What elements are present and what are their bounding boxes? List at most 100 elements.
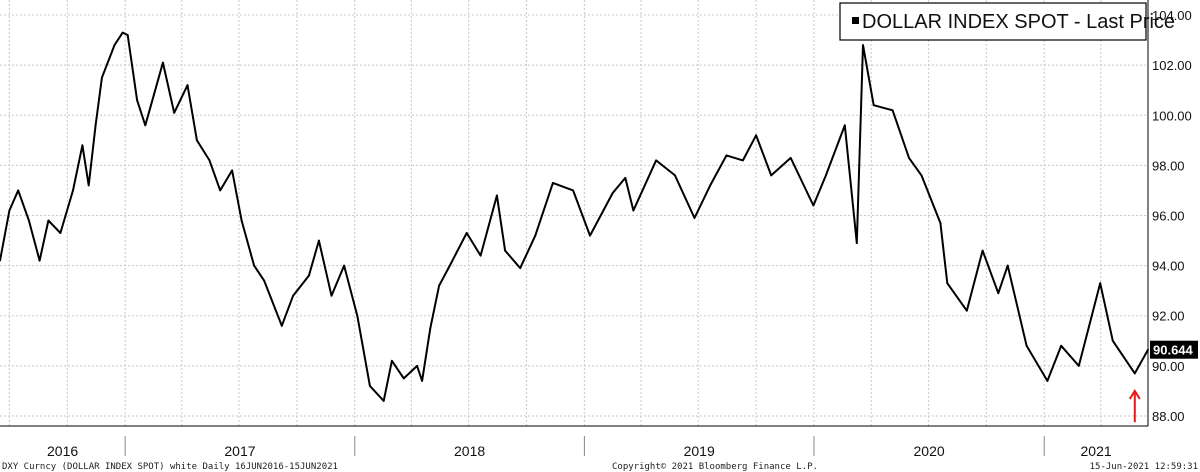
data-point-0-49: [534, 234, 537, 237]
data-point-0-1: [8, 209, 11, 212]
data-point-0-42: [438, 284, 440, 287]
data-point-0-34: [356, 314, 359, 317]
data-point-0-83: [1077, 365, 1080, 367]
data-point-0-40: [421, 380, 423, 382]
data-point-0-36: [382, 400, 385, 402]
data-point-0-60: [725, 154, 728, 157]
y-tick-label-7: 102.00: [1152, 58, 1192, 73]
data-point-0-30: [308, 274, 310, 277]
data-point-0-0: [0, 259, 1, 262]
data-point-0-70: [872, 104, 875, 107]
data-point-0-71: [891, 109, 894, 112]
data-point-0-57: [674, 174, 676, 177]
data-point-0-38: [402, 377, 405, 380]
data-point-0-31: [318, 239, 320, 242]
data-point-0-9: [87, 184, 90, 187]
legend-label: DOLLAR INDEX SPOT - Last Price: [862, 11, 1175, 33]
data-point-0-24: [231, 169, 234, 172]
data-point-0-75: [946, 282, 949, 285]
data-point-0-77: [981, 249, 984, 252]
data-point-0-41: [429, 327, 432, 330]
y-tick-label-5: 98.00: [1152, 158, 1185, 173]
data-point-0-79: [1006, 264, 1009, 267]
data-point-0-35: [369, 385, 371, 387]
y-tick-label-4: 96.00: [1152, 209, 1185, 224]
annotation-arrow-head: [1128, 389, 1141, 400]
data-point-0-68: [855, 242, 858, 245]
data-point-0-87: [1147, 348, 1149, 351]
plot-background: [0, 0, 1148, 426]
data-point-0-27: [263, 279, 266, 282]
data-point-0-63: [770, 174, 773, 177]
data-point-0-23: [219, 189, 222, 192]
data-point-0-3: [28, 219, 30, 222]
data-point-0-56: [655, 159, 657, 162]
data-point-0-32: [330, 294, 333, 297]
data-point-0-18: [162, 61, 164, 64]
data-point-0-54: [624, 177, 627, 179]
data-point-0-78: [997, 292, 1000, 295]
data-point-0-26: [253, 264, 256, 267]
data-point-0-84: [1099, 282, 1102, 285]
y-tick-label-8: 104.00: [1152, 8, 1192, 23]
data-point-0-11: [101, 76, 103, 79]
footer-right: 15-Jun-2021 12:59:31: [1090, 462, 1198, 472]
data-point-0-74: [939, 222, 942, 224]
data-point-0-52: [589, 234, 591, 237]
x-tick-label-2017: 2017: [224, 443, 255, 459]
y-tick-label-1: 90.00: [1152, 359, 1185, 374]
data-point-0-47: [504, 249, 506, 252]
last-value-background: [1150, 340, 1198, 359]
last-value-label: 90.644: [1153, 343, 1194, 358]
y-tick-label-3: 94.00: [1152, 259, 1185, 274]
data-point-0-65: [812, 204, 815, 207]
data-point-0-50: [552, 182, 554, 184]
data-point-0-13: [121, 31, 124, 34]
data-point-0-43: [448, 264, 451, 267]
grid-lines: [0, 0, 1148, 426]
data-point-0-48: [519, 267, 522, 269]
data-point-0-62: [755, 134, 757, 137]
data-point-0-8: [81, 144, 84, 147]
data-point-0-20: [186, 84, 189, 87]
data-point-0-51: [572, 189, 574, 192]
data-point-0-44: [465, 232, 468, 234]
data-point-0-6: [59, 232, 62, 234]
series-layer: [0, 31, 1149, 402]
data-point-0-59: [709, 184, 712, 187]
data-point-0-86: [1133, 372, 1136, 375]
x-tick-label-2019: 2019: [684, 443, 715, 459]
data-point-0-7: [72, 189, 74, 192]
data-point-0-33: [343, 264, 345, 267]
footer: DXY Curncy (DOLLAR INDEX SPOT) white Dai…: [2, 462, 1198, 472]
data-point-0-25: [240, 219, 243, 222]
x-tick-label-2016: 2016: [47, 443, 78, 459]
axes: 88.00 90.00 92.00 94.00 96.00 98.00 100.00 102.…: [0, 0, 1192, 459]
data-point-0-82: [1060, 344, 1063, 347]
data-point-0-80: [1025, 344, 1028, 347]
footer-center: Copyright© 2021 Bloomberg Finance L.P.: [612, 462, 818, 472]
data-point-0-10: [94, 124, 97, 127]
data-point-0-17: [155, 84, 158, 87]
x-tick-label-2021: 2021: [1081, 443, 1112, 459]
data-point-0-61: [742, 159, 744, 162]
annotation-layer: [1128, 389, 1141, 423]
series-line-0: [0, 31, 1149, 402]
x-tick-label-2020: 2020: [914, 443, 945, 459]
y-tick-label-6: 100.00: [1152, 108, 1192, 123]
data-point-0-39: [416, 365, 418, 367]
data-point-0-58: [693, 217, 696, 219]
data-point-0-21: [196, 139, 198, 142]
data-point-0-12: [113, 44, 116, 46]
data-point-0-29: [292, 294, 294, 297]
data-point-0-72: [908, 157, 910, 159]
legend-frame: [839, 2, 1147, 41]
last-value-badge: 90.644: [1150, 340, 1198, 359]
data-point-0-22: [208, 159, 211, 162]
data-point-0-64: [789, 157, 792, 159]
data-point-0-73: [920, 174, 923, 177]
x-tick-label-2018: 2018: [454, 443, 485, 459]
data-point-0-67: [843, 124, 846, 127]
y-tick-label-2: 92.00: [1152, 309, 1185, 324]
